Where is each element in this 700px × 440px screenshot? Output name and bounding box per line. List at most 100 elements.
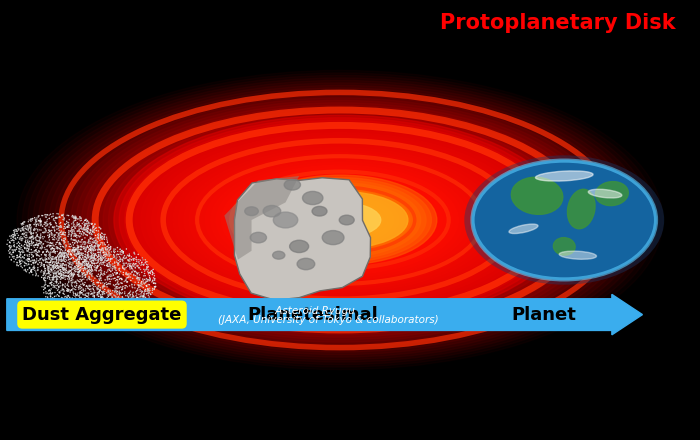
Point (58, 267, 69, 274)
Point (26, 266, 37, 273)
Point (55, 229, 66, 236)
Point (104, 308, 115, 315)
Point (74, 213, 85, 220)
Point (8, 237, 20, 244)
Point (50, 255, 62, 262)
Point (85, 227, 97, 234)
Point (74, 230, 85, 237)
Point (31, 218, 42, 225)
Point (118, 249, 129, 256)
Point (129, 298, 140, 305)
Point (79, 265, 90, 272)
Point (99, 241, 111, 248)
Point (68, 289, 79, 296)
Point (42, 242, 53, 249)
Point (74, 227, 85, 235)
Point (53, 232, 64, 239)
Point (74, 278, 85, 285)
Point (29, 249, 40, 256)
Point (113, 265, 124, 272)
Point (141, 282, 152, 289)
Point (40, 238, 51, 245)
Point (65, 273, 76, 280)
Point (108, 271, 119, 279)
Point (73, 242, 84, 249)
Point (133, 282, 144, 289)
Point (60, 221, 71, 228)
Point (94, 286, 105, 293)
Point (90, 267, 101, 274)
Point (111, 313, 122, 320)
Point (53, 280, 64, 287)
Point (83, 260, 94, 268)
Point (44, 251, 55, 258)
Point (95, 274, 106, 281)
Point (97, 247, 108, 254)
Point (48, 236, 59, 243)
Point (87, 228, 98, 235)
Point (45, 221, 56, 228)
Point (90, 235, 101, 242)
Ellipse shape (55, 88, 625, 352)
Ellipse shape (146, 130, 533, 310)
Point (51, 214, 62, 221)
Point (125, 271, 136, 278)
Point (24, 256, 35, 263)
Point (122, 278, 133, 285)
Point (88, 222, 99, 229)
Point (95, 239, 106, 246)
Point (71, 292, 83, 299)
Point (83, 253, 94, 260)
Point (125, 298, 136, 305)
Point (55, 224, 66, 231)
Point (141, 265, 152, 272)
Point (139, 296, 150, 303)
Point (59, 287, 70, 294)
Point (129, 250, 140, 257)
Point (100, 309, 111, 316)
Point (76, 249, 88, 257)
Point (66, 225, 77, 232)
Point (80, 287, 91, 294)
Point (13, 239, 24, 246)
Point (52, 244, 63, 251)
Point (74, 259, 85, 266)
Point (70, 225, 81, 232)
Point (29, 242, 40, 249)
Point (74, 248, 85, 255)
Point (74, 311, 85, 318)
Point (78, 221, 90, 228)
Point (22, 245, 33, 252)
Point (33, 213, 44, 220)
Point (120, 284, 131, 291)
Point (102, 310, 113, 317)
Point (65, 259, 76, 266)
Point (92, 249, 104, 256)
Point (47, 264, 58, 271)
Point (75, 285, 86, 292)
Point (24, 224, 35, 231)
Point (66, 213, 78, 220)
Point (95, 257, 106, 264)
Point (76, 225, 88, 232)
Point (90, 256, 101, 263)
Point (76, 260, 87, 267)
Point (59, 250, 70, 257)
Point (139, 261, 150, 268)
Point (56, 302, 67, 309)
Point (36, 242, 48, 249)
Point (55, 301, 66, 308)
Point (101, 250, 112, 257)
Point (49, 227, 60, 234)
Point (54, 271, 65, 278)
Point (71, 250, 82, 257)
Point (80, 239, 91, 246)
Point (111, 276, 122, 283)
Point (134, 258, 145, 265)
Point (27, 259, 38, 266)
Point (38, 233, 50, 240)
Point (134, 282, 146, 290)
Point (52, 243, 63, 250)
Point (116, 286, 127, 293)
Point (45, 239, 56, 246)
